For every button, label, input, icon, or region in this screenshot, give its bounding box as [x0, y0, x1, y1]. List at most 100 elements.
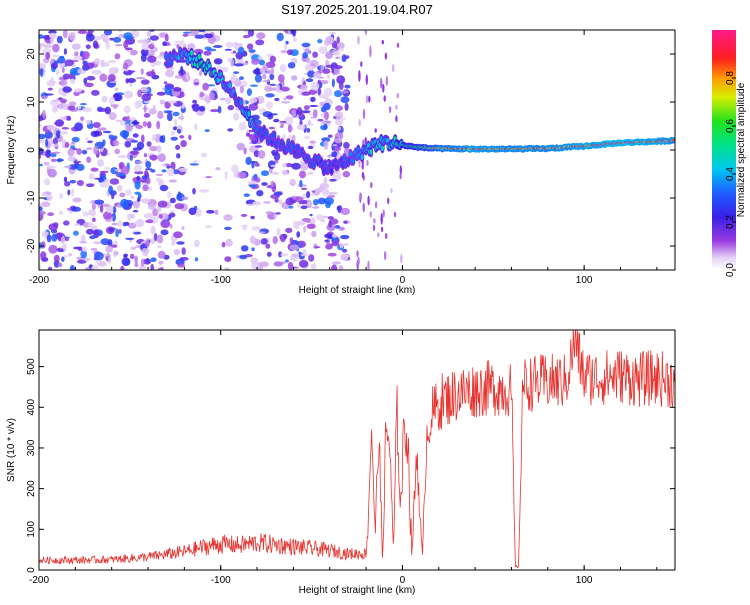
spectrogram-cell [45, 52, 51, 60]
spectrogram-cell [103, 30, 113, 36]
spectrogram-cell [262, 73, 267, 80]
spectrogram-cell [194, 123, 198, 131]
spectrogram-cell [288, 134, 293, 140]
spectrogram-cell [364, 30, 368, 35]
snr-y-axis-label: SNR (10 * v/v) [6, 418, 17, 482]
spectrogram-cell [193, 48, 204, 55]
spectrogram-cell [174, 203, 185, 210]
snr-x-ticks: -200 -100 0 100 [29, 330, 658, 586]
spectrogram-cell [105, 245, 113, 253]
spectrogram-cell [66, 115, 72, 121]
spectrogram-cell [313, 188, 321, 196]
spectrogram-cell [130, 195, 134, 199]
spectrogram-cell [99, 170, 109, 173]
spectrogram-cell [147, 55, 157, 63]
spectrogram-cell [225, 238, 233, 247]
spectrogram-cell [396, 92, 399, 99]
spectrogram-cell [88, 209, 95, 214]
spectrogram-cell [108, 67, 118, 76]
spectrogram-cell [92, 40, 99, 49]
spectrogram-cell [278, 251, 283, 258]
spectrogram-cell [127, 70, 136, 73]
spectrogram-cell [44, 131, 53, 139]
spectrogram-cell [51, 62, 58, 70]
spectrogram-cell [270, 180, 275, 188]
spectrogram-cell [360, 154, 364, 160]
spectrogram-cell [358, 157, 361, 168]
spectrogram-cell [294, 196, 304, 202]
spectrogram-cell [204, 129, 210, 133]
spectrogram-cell [156, 145, 162, 153]
colorbar-tick-label: 0.4 [725, 167, 736, 181]
spectrogram-cell [304, 135, 310, 139]
spectrogram-cell [254, 74, 262, 83]
spectrogram-cell [672, 139, 675, 142]
spectrogram-cell [109, 37, 115, 41]
spectrogram-cell [169, 197, 176, 204]
spectrogram-cell [125, 189, 132, 196]
spectrogram-cell [73, 230, 79, 236]
spectrogram-cell [89, 235, 96, 240]
spectrogram-cell [399, 173, 402, 180]
spectrogram-cell [114, 53, 121, 60]
spectrogram-cell [390, 188, 393, 194]
spectrogram-cell [265, 130, 269, 136]
spectrogram-cell [140, 88, 149, 93]
spectrogram-cell [185, 71, 190, 80]
spectrogram-cell [51, 233, 58, 242]
spectrogram-cell [368, 95, 371, 103]
spectrogram-cell [399, 165, 402, 175]
spectrogram-cell [103, 36, 110, 44]
spectrogram-cell [56, 130, 61, 139]
spectrogram-cell [39, 206, 43, 212]
spectrogram-cell [67, 156, 77, 162]
spectrogram-cell [310, 116, 315, 119]
spectrogram-cell [296, 124, 306, 131]
spectrogram-cell [327, 252, 337, 257]
spectrogram-cell [51, 151, 61, 154]
spectrogram-cell [100, 238, 110, 246]
spectrogram-cell [214, 209, 219, 215]
spectrogram-cell [158, 214, 163, 219]
spectrogram-cell [366, 159, 369, 167]
spectrogram-cell [76, 163, 85, 171]
spectrogram-cell [90, 130, 100, 138]
spectrogram-cell [267, 113, 274, 120]
spectrogram-cell [69, 264, 75, 270]
spectrogram-cell [74, 51, 79, 57]
spectrogram-cell [246, 43, 254, 50]
spectrogram-cell [315, 214, 324, 221]
spectrogram-cell [167, 167, 175, 177]
spectrogram-cell [100, 59, 105, 68]
spectrogram-cell [199, 91, 205, 98]
spectrogram-cell [53, 143, 59, 148]
spectrogram-cell [341, 54, 347, 63]
spectrogram-cell [276, 227, 281, 236]
spectrogram-cell [372, 224, 376, 232]
spectrogram-cell [45, 138, 49, 148]
spectrogram-cell [342, 248, 348, 253]
spectrogram-cell [265, 211, 274, 215]
spectrogram-cell [280, 253, 289, 257]
spectrogram-cell [173, 248, 180, 256]
spectrogram-cell [248, 184, 257, 188]
spectrogram-cell [137, 197, 141, 203]
spectrogram-cell [108, 134, 115, 140]
spectrogram-cell [188, 134, 192, 140]
spectrogram-cell [259, 261, 269, 268]
spectrogram-cell [99, 73, 108, 82]
spectrogram-cell [177, 263, 186, 268]
spectrogram-cell [202, 82, 210, 91]
spectrogram-cell [223, 214, 233, 221]
spectrogram-cell [296, 107, 303, 116]
spectrogram-cell [331, 264, 338, 270]
spectrogram-cell [129, 239, 133, 243]
spectrogram-cell [180, 140, 187, 148]
spectrogram-cell [119, 192, 126, 198]
spectrogram-cell [380, 226, 384, 233]
spectrogram-cell [300, 110, 311, 114]
spectrogram-cell [317, 88, 322, 96]
y-tick-label: 300 [26, 439, 37, 456]
spectrogram-cell [239, 76, 244, 81]
spectrogram-cell [237, 46, 245, 55]
